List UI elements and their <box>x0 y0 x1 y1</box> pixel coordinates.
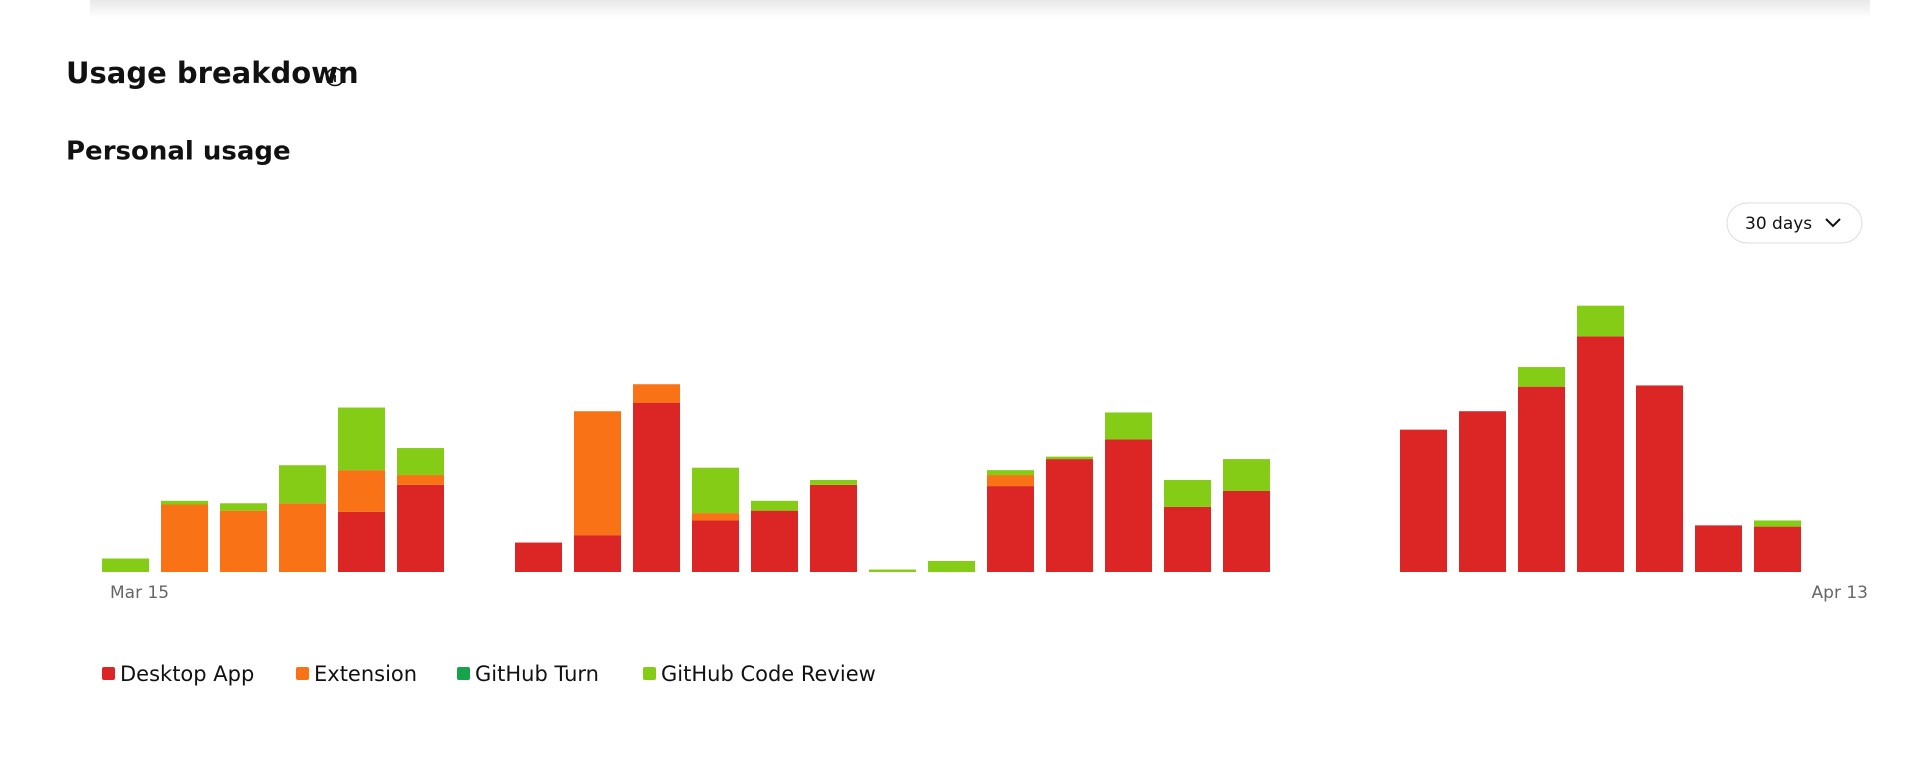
legend-label: GitHub Code Review <box>661 662 876 686</box>
bar-segment <box>869 569 916 572</box>
plot: Mar 15 Apr 13 <box>102 305 1868 603</box>
bar-segment <box>220 510 267 572</box>
bar-segment <box>987 470 1034 476</box>
bar-segment <box>1400 429 1447 572</box>
bar-segment <box>338 407 385 471</box>
bar-segment <box>692 467 739 514</box>
bar-segment <box>515 542 562 572</box>
info-icon[interactable] <box>325 67 345 87</box>
bar-segment <box>397 448 444 476</box>
bar-segment <box>1754 520 1801 527</box>
bar-segment <box>397 484 444 572</box>
bar-segment <box>987 475 1034 487</box>
bar-segment <box>987 486 1034 572</box>
bar-segment <box>102 558 149 572</box>
legend-label: GitHub Turn <box>475 662 599 686</box>
bar-segment <box>633 384 680 403</box>
bar-segment <box>810 484 857 572</box>
bar-segment <box>1695 525 1742 572</box>
card-shadow <box>90 0 1870 18</box>
bar-segment <box>751 510 798 572</box>
bar-segment <box>1577 305 1624 337</box>
bar-segment <box>1577 336 1624 572</box>
bar-segment <box>1164 506 1211 572</box>
bar-segment <box>633 402 680 572</box>
legend-label: Extension <box>314 662 417 686</box>
bar-segment <box>1223 491 1270 572</box>
range-dropdown[interactable]: 30 days <box>1726 202 1863 244</box>
bar-segment <box>338 470 385 512</box>
bar-segment <box>692 520 739 572</box>
bar-segment <box>692 513 739 521</box>
legend: Desktop App Extension GitHub Turn GitHub Co… <box>102 662 876 686</box>
bar-segment <box>1636 385 1683 572</box>
legend-label: Desktop App <box>120 662 254 686</box>
bar-segment <box>220 503 267 511</box>
x-tick-label: Mar 15 <box>110 583 169 603</box>
legend-swatch <box>457 667 470 680</box>
subheading: Personal usage <box>66 137 291 167</box>
bar-segment <box>161 500 208 505</box>
bar-segment <box>928 560 975 572</box>
legend-swatch <box>643 667 656 680</box>
range-label[interactable]: 30 days <box>1745 214 1812 234</box>
bar-segment <box>574 411 621 536</box>
bar-segment <box>574 535 621 572</box>
bar-segment <box>810 479 857 485</box>
bar-segment <box>751 500 798 511</box>
bar-segment <box>1223 459 1270 491</box>
bar-segment <box>1164 479 1211 507</box>
bar-segment <box>338 511 385 572</box>
bar-segment <box>397 475 444 485</box>
bar-segment <box>279 465 326 504</box>
bar-segment <box>1754 526 1801 572</box>
heading: Usage breakdown <box>66 56 359 90</box>
bar-segment <box>279 503 326 572</box>
bar-segment <box>1046 459 1093 572</box>
bar-segment <box>1105 439 1152 572</box>
bar-segment <box>1105 412 1152 440</box>
bar-segment <box>1518 367 1565 387</box>
x-tick-label: Apr 13 <box>1812 583 1868 603</box>
legend-swatch <box>296 667 309 680</box>
legend-swatch <box>102 667 115 680</box>
bar-segment <box>161 504 208 572</box>
bar-segment <box>1046 456 1093 460</box>
bar-segment <box>1459 411 1506 572</box>
bar-segment <box>1518 386 1565 572</box>
